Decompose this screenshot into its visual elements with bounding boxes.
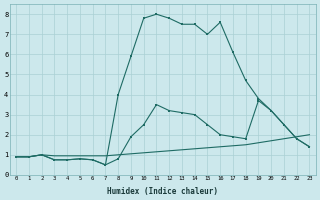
X-axis label: Humidex (Indice chaleur): Humidex (Indice chaleur) [107,187,218,196]
